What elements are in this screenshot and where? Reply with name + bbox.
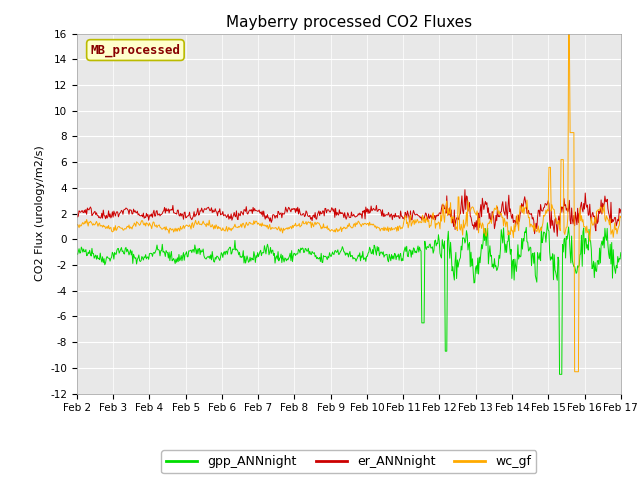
gpp_ANNnight	[83, 253, 90, 259]
gpp_ANNnight	[73, 251, 81, 256]
er_ANNnight	[83, 212, 90, 217]
wc_gf	[617, 215, 625, 220]
Line: er_ANNnight: er_ANNnight	[77, 190, 621, 236]
wc_gf	[415, 220, 422, 226]
gpp_ANNnight	[194, 251, 202, 257]
gpp_ANNnight	[223, 248, 230, 254]
gpp_ANNnight	[617, 250, 625, 255]
wc_gf	[564, 31, 572, 36]
er_ANNnight	[223, 215, 230, 220]
wc_gf	[83, 216, 90, 222]
gpp_ANNnight	[556, 372, 563, 377]
er_ANNnight	[73, 210, 81, 216]
gpp_ANNnight	[139, 255, 147, 261]
wc_gf	[223, 224, 230, 229]
wc_gf	[431, 216, 438, 222]
Legend: gpp_ANNnight, er_ANNnight, wc_gf: gpp_ANNnight, er_ANNnight, wc_gf	[161, 450, 536, 473]
wc_gf	[194, 221, 202, 227]
Title: Mayberry processed CO2 Fluxes: Mayberry processed CO2 Fluxes	[226, 15, 472, 30]
er_ANNnight	[194, 205, 202, 211]
er_ANNnight	[461, 187, 468, 192]
gpp_ANNnight	[415, 249, 422, 255]
gpp_ANNnight	[431, 238, 438, 244]
er_ANNnight	[415, 213, 422, 219]
Line: gpp_ANNnight: gpp_ANNnight	[77, 223, 621, 374]
wc_gf	[571, 369, 579, 374]
wc_gf	[139, 218, 147, 224]
er_ANNnight	[554, 233, 561, 239]
wc_gf	[73, 223, 81, 228]
Y-axis label: CO2 Flux (urology/m2/s): CO2 Flux (urology/m2/s)	[35, 146, 45, 281]
gpp_ANNnight	[543, 220, 551, 226]
er_ANNnight	[139, 214, 147, 220]
Text: MB_processed: MB_processed	[90, 43, 180, 57]
er_ANNnight	[431, 213, 438, 218]
Line: wc_gf: wc_gf	[77, 34, 621, 372]
er_ANNnight	[617, 206, 625, 212]
